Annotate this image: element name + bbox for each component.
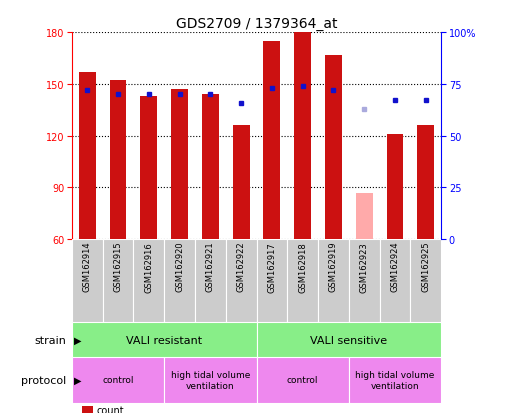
- Text: ▶: ▶: [74, 335, 82, 345]
- Text: GSM162915: GSM162915: [113, 241, 123, 292]
- Bar: [140, 97, 157, 240]
- Bar: [164, 240, 195, 322]
- Text: GSM162925: GSM162925: [421, 241, 430, 292]
- Title: GDS2709 / 1379364_at: GDS2709 / 1379364_at: [176, 17, 337, 31]
- Text: strain: strain: [35, 335, 67, 345]
- Bar: [294, 33, 311, 240]
- Bar: [349, 240, 380, 322]
- Text: GSM162919: GSM162919: [329, 241, 338, 292]
- Text: count: count: [96, 405, 124, 413]
- Text: control: control: [102, 375, 134, 385]
- Bar: [318, 240, 349, 322]
- Bar: [325, 55, 342, 240]
- Text: VALI resistant: VALI resistant: [126, 335, 202, 345]
- Bar: [287, 240, 318, 322]
- Bar: [195, 240, 226, 322]
- Text: GSM162920: GSM162920: [175, 241, 184, 292]
- Text: GSM162917: GSM162917: [267, 241, 277, 292]
- Text: GSM162922: GSM162922: [236, 241, 246, 292]
- Bar: [410, 240, 441, 322]
- Text: GSM162918: GSM162918: [298, 241, 307, 292]
- Bar: [171, 90, 188, 240]
- Bar: [256, 357, 349, 403]
- Text: GSM162923: GSM162923: [360, 241, 369, 292]
- Bar: [133, 240, 164, 322]
- Bar: [110, 81, 126, 240]
- Text: protocol: protocol: [22, 375, 67, 385]
- Bar: [103, 240, 133, 322]
- Text: GSM162914: GSM162914: [83, 241, 92, 292]
- Bar: [356, 193, 372, 240]
- Bar: [72, 357, 164, 403]
- Text: GSM162916: GSM162916: [144, 241, 153, 292]
- Bar: [256, 322, 441, 357]
- Bar: [380, 240, 410, 322]
- Bar: [256, 240, 287, 322]
- Bar: [418, 126, 434, 240]
- Text: ▶: ▶: [74, 375, 82, 385]
- Text: VALI sensitive: VALI sensitive: [310, 335, 387, 345]
- Bar: [202, 95, 219, 240]
- Bar: [226, 240, 256, 322]
- Bar: [72, 322, 256, 357]
- Bar: [164, 357, 256, 403]
- Text: GSM162921: GSM162921: [206, 241, 215, 292]
- Text: high tidal volume
ventilation: high tidal volume ventilation: [356, 370, 435, 389]
- Text: GSM162924: GSM162924: [390, 241, 400, 292]
- Bar: [79, 73, 95, 240]
- Bar: [232, 126, 249, 240]
- Bar: [264, 42, 280, 240]
- Bar: [387, 135, 404, 240]
- Bar: [72, 240, 103, 322]
- Text: high tidal volume
ventilation: high tidal volume ventilation: [171, 370, 250, 389]
- Text: control: control: [287, 375, 319, 385]
- Bar: [349, 357, 441, 403]
